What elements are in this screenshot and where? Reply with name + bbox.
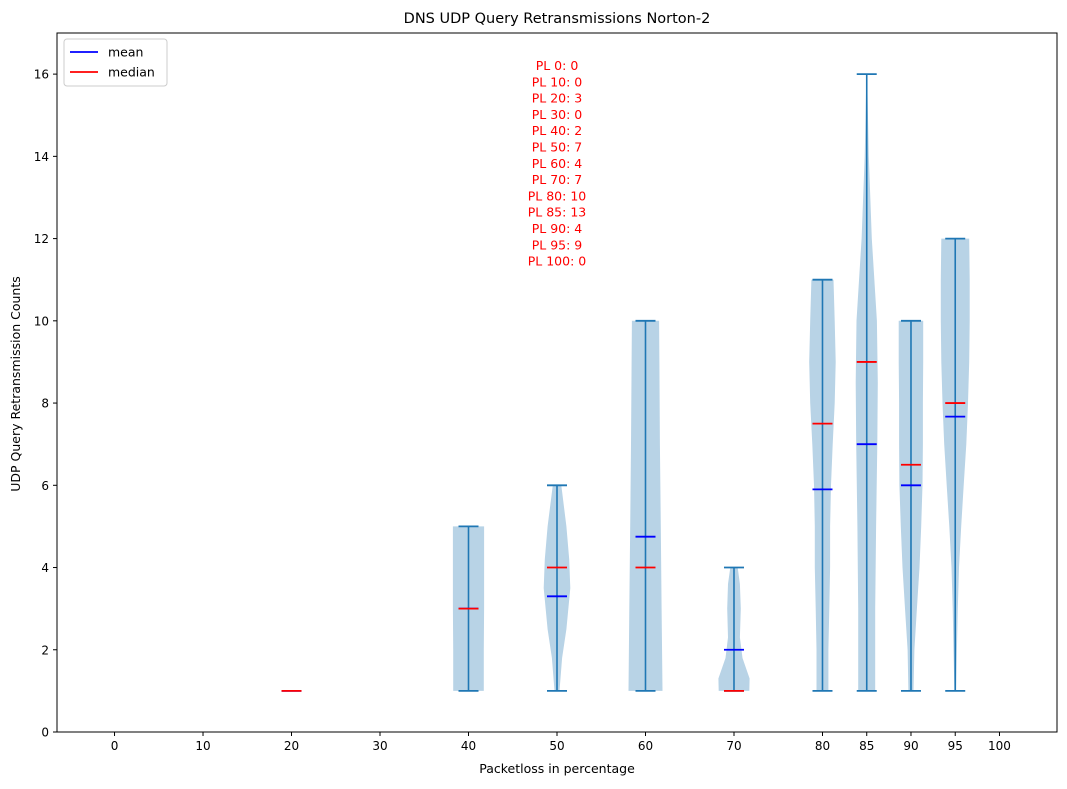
x-tick-label: 100 xyxy=(988,739,1011,753)
y-tick-label: 12 xyxy=(34,232,49,246)
y-axis-label: UDP Query Retransmission Counts xyxy=(8,276,23,492)
violin-group-95 xyxy=(940,237,970,692)
violin-group-60 xyxy=(628,319,663,692)
y-tick-label: 0 xyxy=(41,726,49,740)
x-tick-label: 70 xyxy=(726,739,741,753)
legend-box xyxy=(63,38,168,87)
y-tick-label: 10 xyxy=(34,314,49,328)
x-tick-label: 95 xyxy=(948,739,963,753)
annotation-line: PL 100: 0 xyxy=(528,254,587,269)
annotation-line: PL 70: 7 xyxy=(532,172,583,187)
x-tick-label: 90 xyxy=(903,739,918,753)
legend: mean median xyxy=(63,38,168,87)
annotation-line: PL 60: 4 xyxy=(532,156,583,171)
legend-label: mean xyxy=(108,45,143,60)
annotation-line: PL 10: 0 xyxy=(532,74,583,89)
x-tick-label: 40 xyxy=(461,739,476,753)
y-tick-label: 6 xyxy=(41,479,49,493)
y-tick-label: 4 xyxy=(41,561,49,575)
annotation-line: PL 30: 0 xyxy=(532,107,583,122)
x-tick-label: 80 xyxy=(815,739,830,753)
annotation-line: PL 90: 4 xyxy=(532,221,583,236)
violin-group-70 xyxy=(718,566,750,692)
violin-group-90 xyxy=(898,319,924,692)
x-tick-label: 30 xyxy=(372,739,387,753)
y-tick-label: 16 xyxy=(34,68,49,82)
annotation-line: PL 50: 7 xyxy=(532,140,583,155)
annotation-line: PL 80: 10 xyxy=(528,188,587,203)
legend-label: median xyxy=(108,65,155,80)
annotation-line: PL 40: 2 xyxy=(532,123,583,138)
packetloss-annotation: PL 0: 0PL 10: 0 PL 20: 3PL 30: 0PL 40: 2 P… xyxy=(528,58,587,269)
x-tick-label: 10 xyxy=(195,739,210,753)
axes: 0 2 4 6 8 10 12 14 16 0 10 20 30 40 50 60 70 80 85 90 95 100 xyxy=(34,32,1058,753)
x-tick-label: 60 xyxy=(638,739,653,753)
y-tick-label: 8 xyxy=(41,397,49,411)
y-tick-label: 14 xyxy=(34,150,49,164)
x-tick-label: 20 xyxy=(284,739,299,753)
violins xyxy=(281,73,970,692)
x-tick-label: 85 xyxy=(859,739,874,753)
y-tick-label: 2 xyxy=(41,643,49,657)
annotation-line: PL 85: 13 xyxy=(528,205,586,220)
chart-title: DNS UDP Query Retransmissions Norton-2 xyxy=(404,11,711,27)
annotation-line: PL 20: 3 xyxy=(532,91,583,106)
x-tick-label: 50 xyxy=(549,739,564,753)
violin-group-80 xyxy=(809,278,836,692)
annotation-line: PL 0: 0 xyxy=(536,58,579,73)
violin-group-85 xyxy=(855,73,878,692)
violin-group-40 xyxy=(452,525,485,692)
x-axis-label: Packetloss in percentage xyxy=(479,761,635,776)
x-tick-label: 0 xyxy=(111,739,119,753)
violin-group-50 xyxy=(543,484,571,692)
annotation-line: PL 95: 9 xyxy=(532,237,583,252)
